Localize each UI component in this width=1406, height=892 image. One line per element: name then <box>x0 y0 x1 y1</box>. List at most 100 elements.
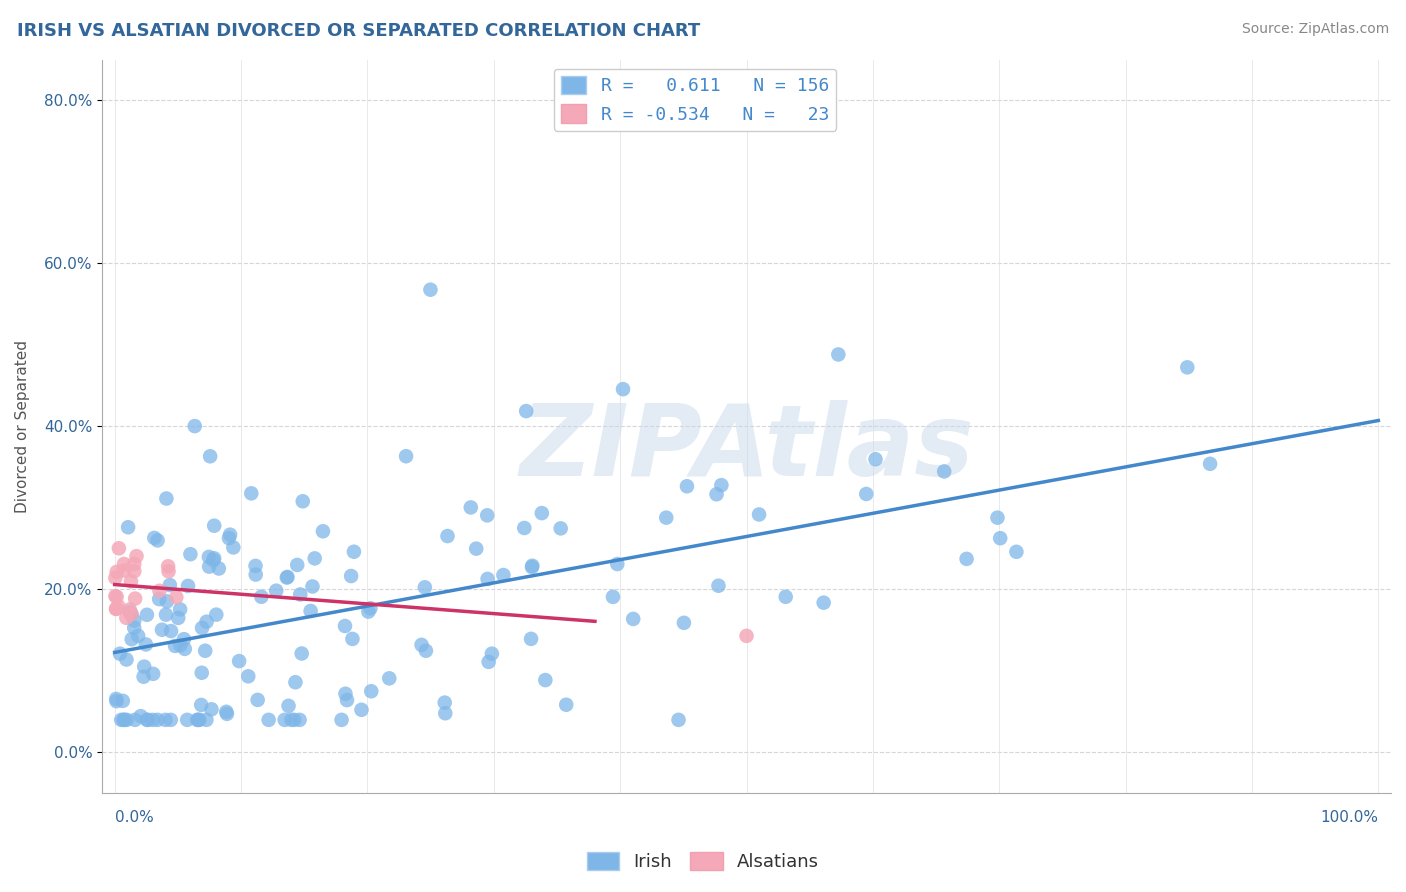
Point <box>934 465 956 479</box>
Point <box>191 621 214 635</box>
Point <box>155 491 177 506</box>
Point <box>105 565 128 579</box>
Point <box>121 632 143 647</box>
Point <box>112 713 135 727</box>
Point <box>312 524 335 539</box>
Point <box>188 713 211 727</box>
Point <box>1199 457 1222 471</box>
Point <box>710 478 733 492</box>
Point <box>184 419 207 434</box>
Point <box>198 559 221 574</box>
Text: ZIPAtlas: ZIPAtlas <box>519 400 974 497</box>
Point <box>1175 360 1198 375</box>
Point <box>143 531 166 545</box>
Point <box>202 553 225 567</box>
Point <box>621 612 644 626</box>
Point <box>169 602 191 616</box>
Point <box>187 713 209 727</box>
Point <box>988 531 1011 545</box>
Legend: R =   0.611   N = 156, R = -0.534   N =   23: R = 0.611 N = 156, R = -0.534 N = 23 <box>554 69 837 131</box>
Point <box>124 614 146 628</box>
Point <box>415 644 437 658</box>
Point <box>111 694 134 708</box>
Point <box>813 596 835 610</box>
Point <box>127 629 149 643</box>
Point <box>986 510 1008 524</box>
Point <box>186 713 208 727</box>
Point <box>304 551 326 566</box>
Point <box>148 583 170 598</box>
Point <box>413 580 436 594</box>
Point <box>342 632 364 646</box>
Point <box>195 615 218 629</box>
Point <box>411 638 433 652</box>
Point <box>198 450 221 464</box>
Point <box>222 541 245 555</box>
Point <box>122 621 145 635</box>
Point <box>955 552 977 566</box>
Point <box>108 647 131 661</box>
Point <box>165 639 187 653</box>
Point <box>202 518 225 533</box>
Point <box>194 644 217 658</box>
Point <box>246 693 269 707</box>
Point <box>115 652 138 666</box>
Point <box>118 602 141 616</box>
Text: 0.0%: 0.0% <box>115 810 153 824</box>
Point <box>735 629 758 643</box>
Point <box>748 508 770 522</box>
Point <box>1005 545 1028 559</box>
Point <box>150 623 173 637</box>
Point <box>142 666 165 681</box>
Point <box>395 449 418 463</box>
Point <box>340 569 363 583</box>
Point <box>602 590 624 604</box>
Point <box>273 713 295 727</box>
Point <box>122 557 145 571</box>
Point <box>672 615 695 630</box>
Point <box>105 692 128 706</box>
Point <box>136 607 159 622</box>
Point <box>419 283 441 297</box>
Point <box>117 520 139 534</box>
Point <box>555 698 578 712</box>
Point <box>124 591 146 606</box>
Point <box>228 654 250 668</box>
Point <box>112 564 135 578</box>
Point <box>284 675 307 690</box>
Point <box>105 602 128 616</box>
Point <box>336 693 359 707</box>
Point <box>134 659 156 673</box>
Point <box>215 705 238 719</box>
Point <box>277 698 299 713</box>
Point <box>378 671 401 685</box>
Point <box>218 531 240 545</box>
Point <box>115 611 138 625</box>
Point <box>436 529 458 543</box>
Point <box>477 572 499 586</box>
Point <box>478 655 501 669</box>
Point <box>855 487 877 501</box>
Point <box>465 541 488 556</box>
Point <box>520 560 543 574</box>
Point <box>105 590 128 604</box>
Point <box>238 669 260 683</box>
Point <box>433 696 456 710</box>
Point <box>205 607 228 622</box>
Point <box>612 382 634 396</box>
Point <box>550 521 572 535</box>
Point <box>159 713 181 727</box>
Point <box>520 632 543 646</box>
Point <box>104 571 127 585</box>
Point <box>215 706 238 721</box>
Legend: Irish, Alsatians: Irish, Alsatians <box>579 845 827 879</box>
Point <box>343 545 366 559</box>
Point <box>173 641 195 656</box>
Point <box>155 713 177 727</box>
Point <box>515 404 537 418</box>
Point <box>865 452 887 467</box>
Point <box>827 347 849 361</box>
Point <box>257 713 280 727</box>
Point <box>330 713 353 727</box>
Point <box>707 579 730 593</box>
